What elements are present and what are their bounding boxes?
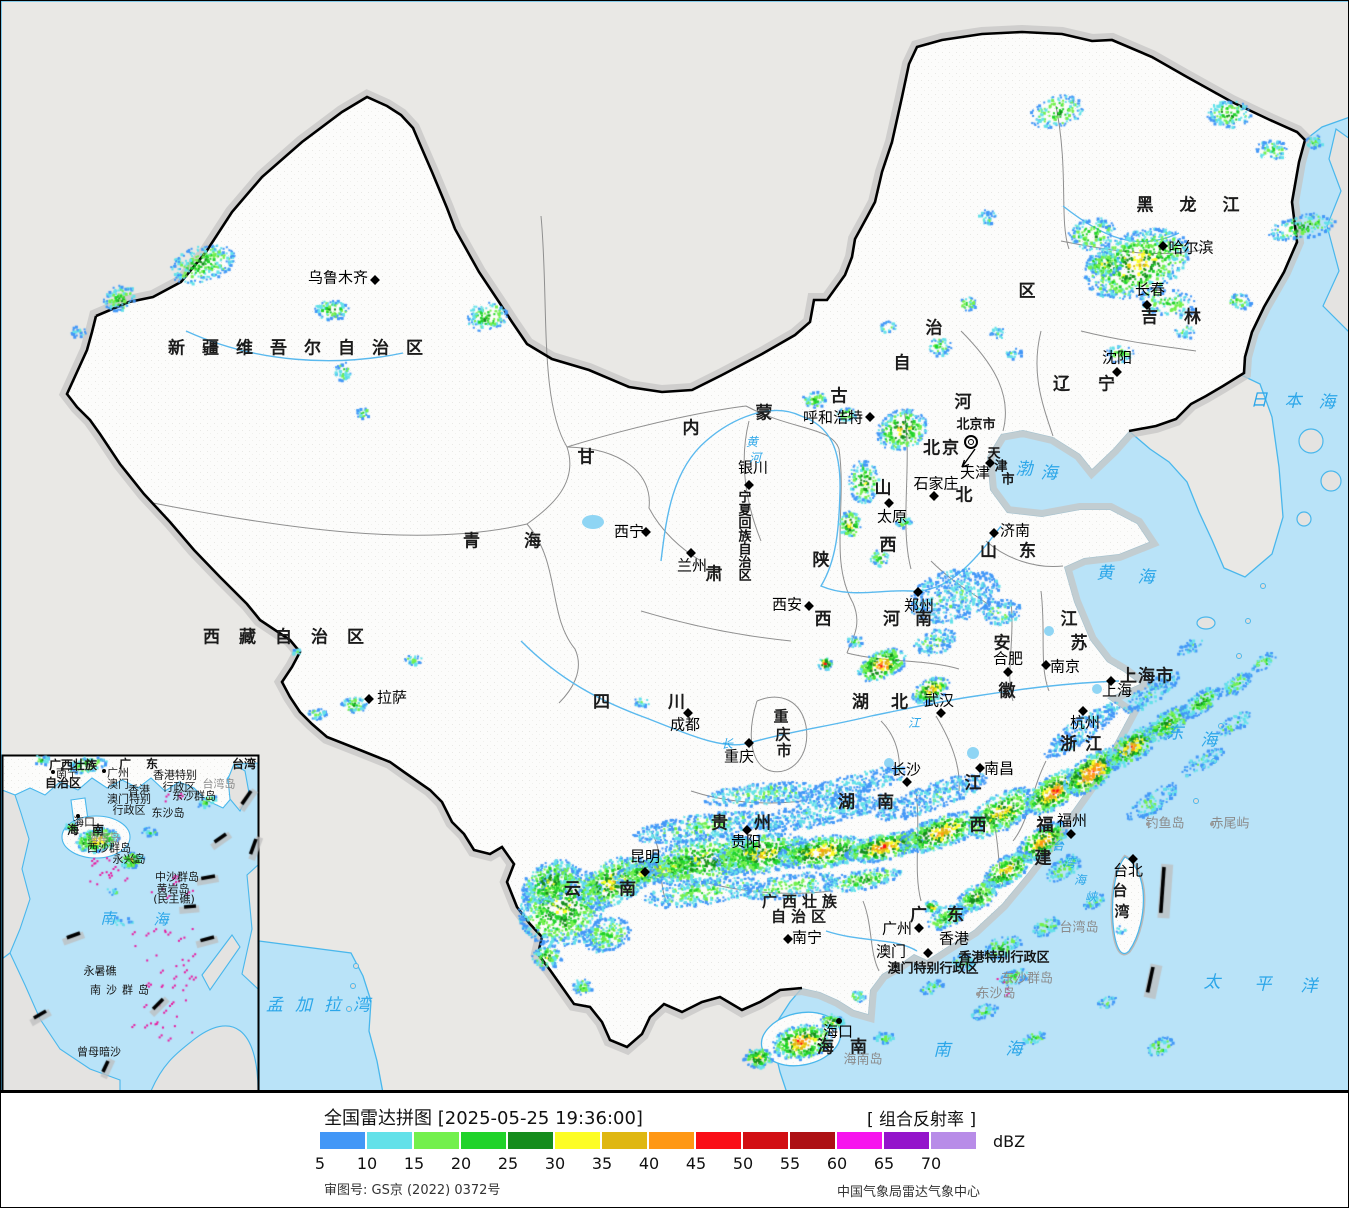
colorbar-segment	[461, 1132, 506, 1149]
colorbar-tick: 70	[920, 1154, 942, 1173]
approval-number: 审图号: GS京 (2022) 0372号	[324, 1183, 501, 1198]
colorbar-tick: 50	[732, 1154, 754, 1173]
colorbar-segment	[602, 1132, 647, 1149]
colorbar-tick: 40	[638, 1154, 660, 1173]
colorbar-tick: 30	[544, 1154, 566, 1173]
colorbar-segment	[649, 1132, 694, 1149]
china-radar-map: 黑龙江 吉林 辽宁 新疆维吾尔自治区 西藏自治区 青海 山东 河南 湖北 浙江 湖南 贵州 云南 广东 四川…	[1, 1, 1348, 1093]
colorbar-tick: 35	[591, 1154, 613, 1173]
colorbar-segment	[884, 1132, 929, 1149]
colorbar-tick: 5	[314, 1154, 326, 1173]
colorbar-segment	[790, 1132, 835, 1149]
colorbar-segment	[696, 1132, 741, 1149]
colorbar-tick: 25	[497, 1154, 519, 1173]
colorbar-segment	[837, 1132, 882, 1149]
colorbar-segment	[743, 1132, 788, 1149]
colorbar-segment	[320, 1132, 365, 1149]
dbz-unit: dBZ	[993, 1132, 1026, 1151]
colorbar-tick: 55	[779, 1154, 801, 1173]
radar-echo-layer	[1, 1, 1348, 1090]
colorbar-tick: 20	[450, 1154, 472, 1173]
colorbar-tick: 15	[403, 1154, 425, 1173]
colorbar-segment	[367, 1132, 412, 1149]
colorbar-tick: 65	[873, 1154, 895, 1173]
product-label: [ 组合反射率 ]	[867, 1110, 977, 1130]
legend-bar: 全国雷达拼图 [2025-05-25 19:36:00] [ 组合反射率 ] d…	[1, 1093, 1348, 1207]
colorbar-segment	[414, 1132, 459, 1149]
colorbar-segment	[931, 1132, 976, 1149]
colorbar-segment	[508, 1132, 553, 1149]
colorbar-tick: 45	[685, 1154, 707, 1173]
colorbar-tick: 10	[356, 1154, 378, 1173]
colorbar-segment	[555, 1132, 600, 1149]
agency-name: 中国气象局雷达气象中心	[837, 1185, 981, 1200]
colorbar-tick: 60	[826, 1154, 848, 1173]
map-title: 全国雷达拼图 [2025-05-25 19:36:00]	[324, 1108, 643, 1129]
